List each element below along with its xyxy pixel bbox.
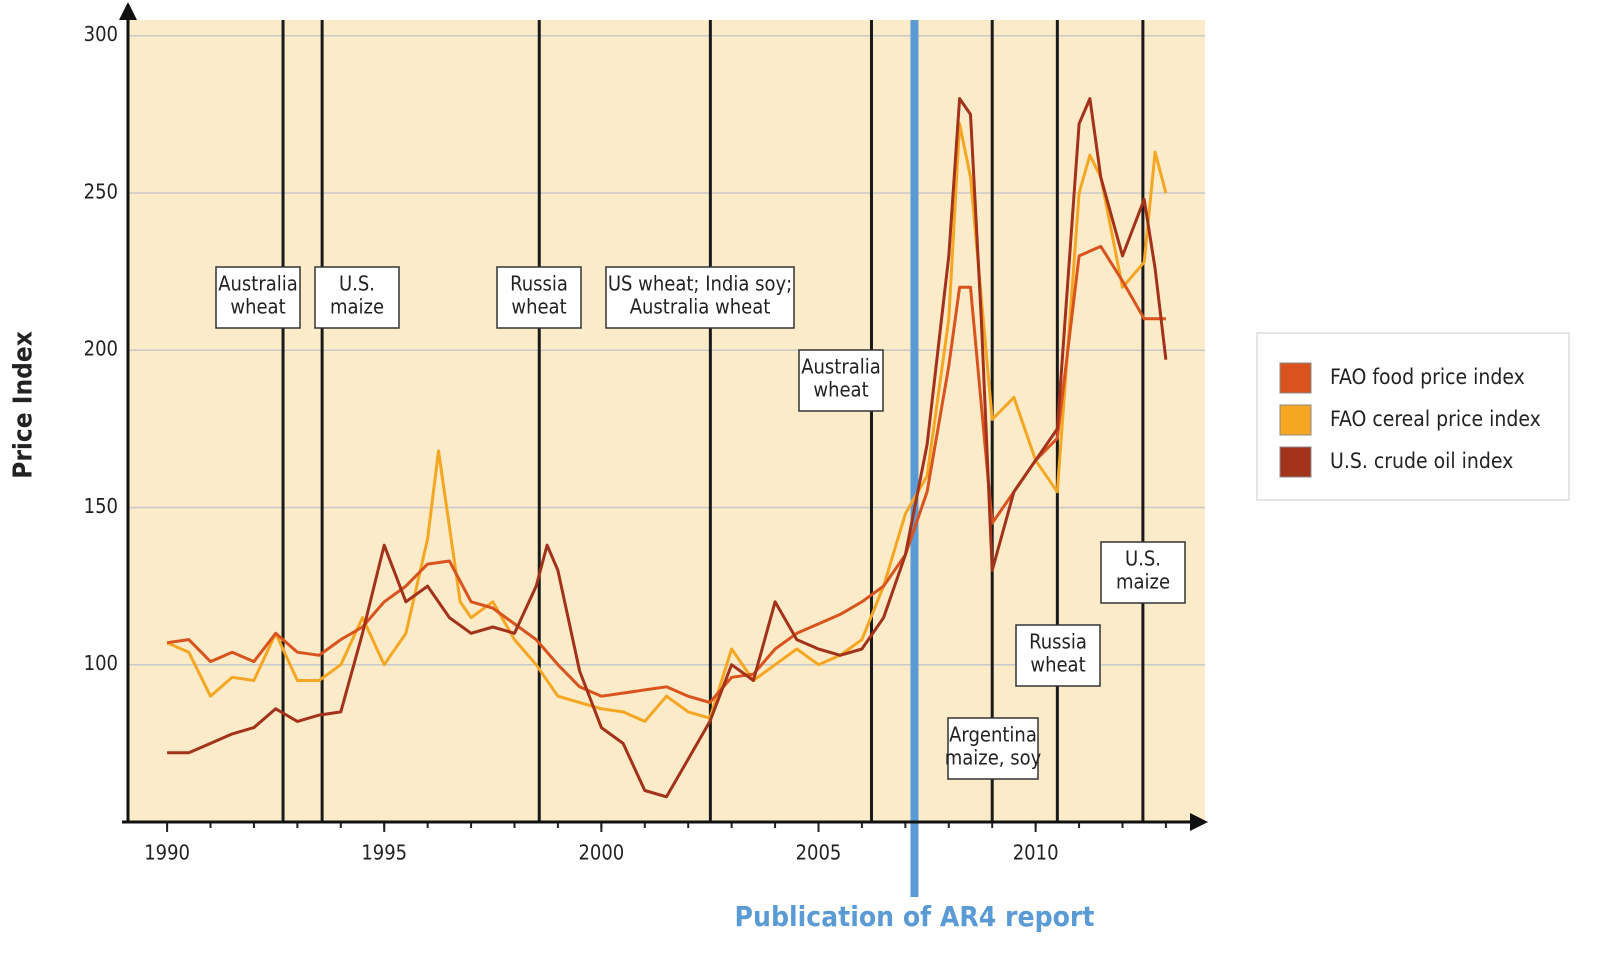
event-label: Argentina: [949, 723, 1037, 747]
event-label: US wheat; India soy;: [608, 272, 792, 296]
y-tick-label: 100: [84, 651, 118, 675]
y-tick-label: 150: [84, 494, 118, 518]
event-label: maize, soy: [945, 746, 1042, 770]
event-label: Australia: [218, 272, 298, 296]
x-tick-label: 1990: [144, 841, 190, 865]
legend-label: FAO cereal price index: [1330, 407, 1541, 431]
event-label: wheat: [230, 295, 285, 319]
event-box: [496, 266, 582, 329]
event-label: U.S.: [339, 272, 375, 296]
event-box: [947, 717, 1039, 780]
y-axis-arrow: [119, 2, 137, 20]
report-label: Publication of AR4 report: [735, 900, 1095, 933]
series-line: [166, 122, 1168, 723]
event-box: [1100, 541, 1186, 604]
event-box: [798, 349, 884, 412]
event-label: Russia: [1029, 630, 1087, 654]
event-label: maize: [330, 295, 384, 319]
event-label: U.S.: [1125, 547, 1161, 571]
event-label: wheat: [813, 378, 868, 402]
event-box: [605, 266, 795, 329]
y-tick-label: 200: [84, 337, 118, 361]
y-axis-label: Price Index: [9, 331, 39, 479]
event-label: Russia: [510, 272, 568, 296]
event-label: maize: [1116, 570, 1170, 594]
series-line: [167, 97, 1168, 799]
legend-swatch: [1279, 446, 1312, 478]
x-tick-label: 2000: [578, 841, 624, 865]
legend-swatch: [1279, 362, 1312, 394]
legend-label: U.S. crude oil index: [1330, 449, 1513, 473]
event-label: Australia: [801, 355, 881, 379]
x-tick-label: 2010: [1013, 841, 1059, 865]
event-label: wheat: [1030, 653, 1085, 677]
event-box: [1015, 624, 1101, 687]
series-line: [166, 244, 1166, 704]
legend-swatch: [1279, 404, 1312, 436]
y-tick-label: 250: [84, 179, 118, 203]
x-tick-label: 1995: [361, 841, 407, 865]
x-tick-label: 2005: [796, 841, 842, 865]
legend-label: FAO food price index: [1330, 365, 1525, 389]
event-label: Australia wheat: [630, 295, 771, 319]
event-box: [314, 266, 400, 329]
event-box: [215, 266, 301, 329]
x-axis-arrow: [1190, 813, 1208, 831]
y-tick-label: 300: [84, 22, 118, 46]
event-label: wheat: [511, 295, 566, 319]
plot-background: [128, 20, 1205, 822]
